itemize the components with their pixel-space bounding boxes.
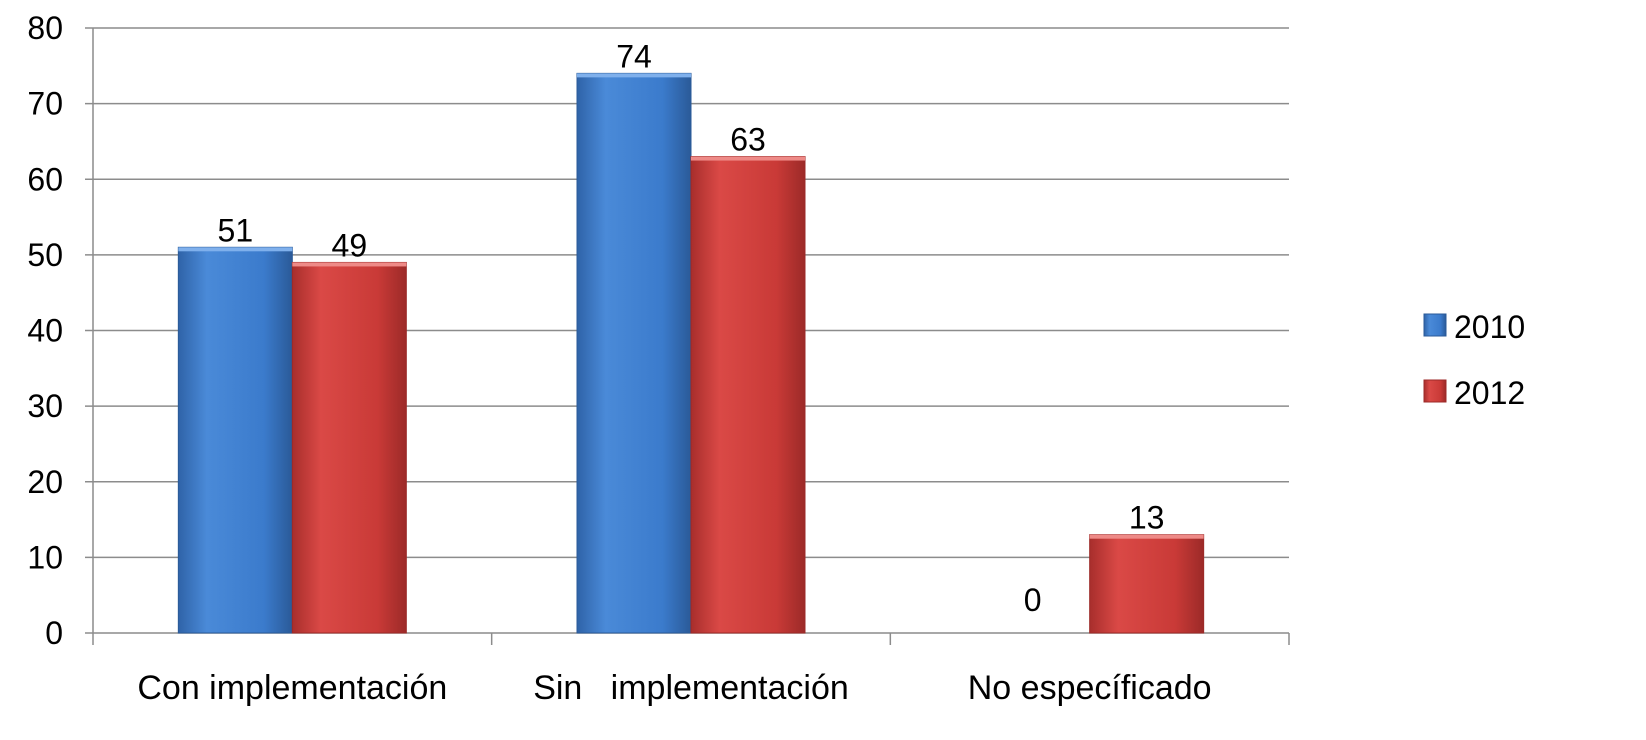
bar-2010-1 xyxy=(177,246,293,634)
y-tick-label: 20 xyxy=(27,464,63,500)
bar-highlight xyxy=(292,262,407,267)
bar-highlight xyxy=(1089,534,1204,539)
bar-2012-2 xyxy=(690,156,806,634)
legend: 2010 2012 xyxy=(1423,309,1525,411)
y-tick-label: 30 xyxy=(27,388,63,424)
y-tick-label: 70 xyxy=(27,86,63,122)
bar-highlight xyxy=(691,156,805,161)
legend-swatch-2010 xyxy=(1423,313,1447,337)
bar-2012-3 xyxy=(1089,534,1205,634)
data-label-2012-3: 13 xyxy=(1129,500,1165,536)
x-category-label: Con implementación xyxy=(137,669,447,707)
axes: 0 10 20 30 40 50 60 70 80 Con implementación Sin i… xyxy=(27,10,1290,707)
x-category-label: Sin implementación xyxy=(533,669,849,707)
data-label-2012-1: 49 xyxy=(332,227,368,263)
bar-highlight xyxy=(577,73,691,78)
bar-highlight xyxy=(178,247,293,252)
y-tick-label: 40 xyxy=(27,313,63,349)
y-tick-label: 10 xyxy=(27,539,63,575)
data-label-2010-1: 51 xyxy=(218,212,254,248)
bar-2012-1 xyxy=(291,261,407,634)
legend-swatch-2012 xyxy=(1423,379,1447,403)
bars xyxy=(177,72,1205,634)
data-label-2010-2: 74 xyxy=(616,38,652,74)
y-tick-label: 50 xyxy=(27,237,63,273)
data-label-2012-2: 63 xyxy=(730,122,766,158)
bar-2010-2 xyxy=(576,72,692,634)
x-category-label: No específicado xyxy=(968,669,1212,707)
data-labels: 51 74 0 49 63 13 xyxy=(218,38,1165,618)
legend-label-2012: 2012 xyxy=(1454,375,1525,411)
y-tick-label: 60 xyxy=(27,161,63,197)
y-tick-label: 0 xyxy=(45,615,63,651)
y-tick-label: 80 xyxy=(27,10,63,46)
legend-label-2010: 2010 xyxy=(1454,309,1525,345)
data-label-2010-3: 0 xyxy=(1024,582,1042,618)
